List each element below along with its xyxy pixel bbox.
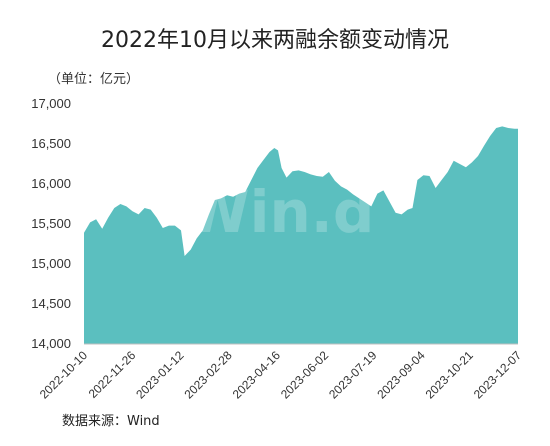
x-tick-label: 2023-12-07 [471, 348, 525, 402]
unit-label: （单位：亿元） [48, 72, 140, 87]
series-area [84, 126, 518, 345]
y-tick-label: 15,000 [31, 256, 71, 271]
x-tick-label: 2023-07-19 [326, 348, 380, 402]
x-tick-label: 2023-02-28 [181, 348, 235, 402]
y-tick-label: 14,500 [31, 296, 71, 311]
x-tick-label: 2023-10-21 [423, 348, 477, 402]
x-tick-label: 2022-10-10 [37, 348, 91, 402]
y-tick-label: 15,500 [31, 216, 71, 231]
y-tick-label: 16,500 [31, 136, 71, 151]
x-tick-label: 2022-11-26 [86, 348, 139, 401]
plot-area [84, 126, 518, 345]
y-tick-label: 17,000 [31, 96, 71, 111]
y-tick-label: 16,000 [31, 176, 71, 191]
chart-title: 2022年10月以来两融余额变动情况 [101, 28, 449, 53]
source-label: 数据来源：Wind [62, 414, 160, 429]
x-tick-label: 2023-01-12 [133, 348, 187, 402]
watermark: Win.d [186, 178, 375, 246]
y-tick-label: 14,000 [31, 336, 71, 351]
x-tick-label: 2023-09-04 [374, 348, 428, 402]
x-tick-label: 2023-04-16 [230, 348, 284, 402]
x-tick-label: 2023-06-02 [278, 348, 332, 402]
